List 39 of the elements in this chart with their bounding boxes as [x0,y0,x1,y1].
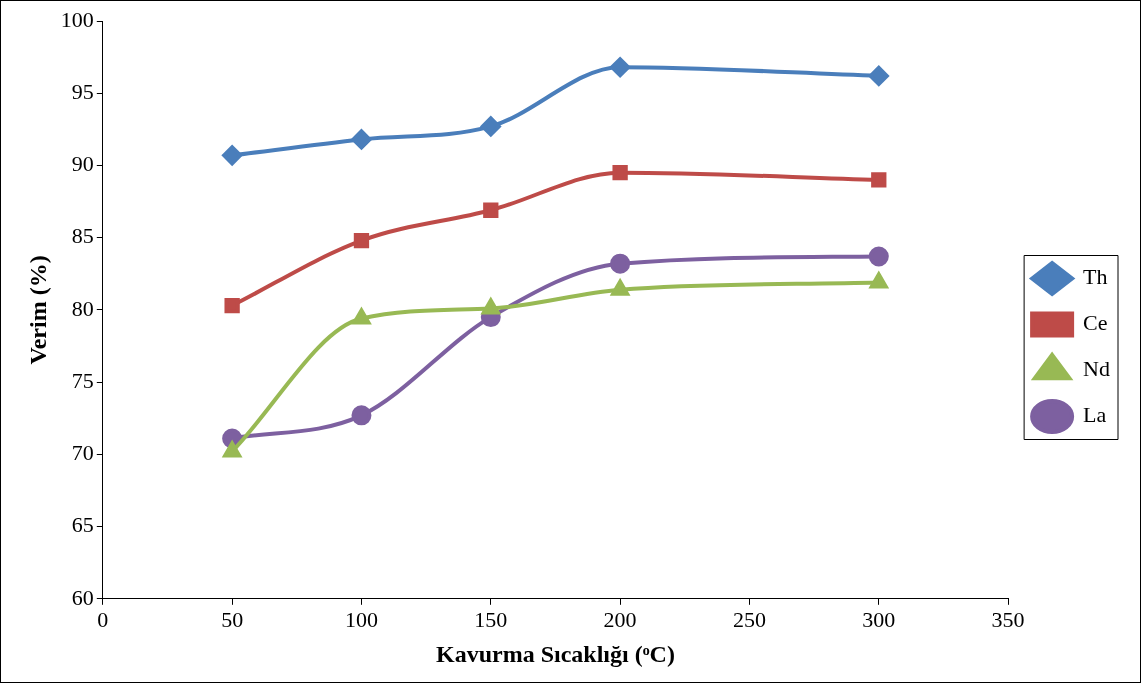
point [481,298,500,315]
y-tick-label: 80 [71,295,94,321]
legend-label: Th [1083,264,1108,290]
y-tick-label: 65 [71,512,94,538]
point [483,202,499,218]
x-tick-label: 300 [862,606,896,632]
point [351,405,372,426]
point [610,253,631,274]
x-tick-label: 200 [603,606,637,632]
x-tick-label: 150 [474,606,508,632]
x-tick-label: 50 [221,606,244,632]
point [871,172,887,188]
point [480,116,501,137]
point [612,165,628,181]
legend-label: Nd [1083,356,1110,382]
point [868,246,889,267]
y-axis-title: Verim (%) [24,255,51,365]
x-tick-label: 100 [344,606,378,632]
x-tick-label: 350 [991,606,1025,632]
y-tick-label: 60 [71,584,94,610]
legend-label: Ce [1083,310,1108,336]
y-tick-label: 90 [71,151,94,177]
y-tick-label: 85 [71,223,94,249]
legend-label: La [1083,402,1107,428]
x-tick-label: 250 [732,606,766,632]
point [224,297,240,314]
y-tick-label: 75 [71,367,94,393]
y-tick-label: 70 [71,440,94,466]
point [223,441,242,458]
y-tick-label: 95 [71,79,94,105]
point [869,272,888,289]
point [868,65,889,86]
x-tick-label: 0 [97,606,109,632]
x-axis-title: Kavurma Sıcaklığı (ᵒC) [436,640,675,667]
point [610,57,631,78]
point [351,129,372,150]
point [353,232,370,249]
y-tick-label: 100 [60,6,94,32]
point [222,145,243,166]
